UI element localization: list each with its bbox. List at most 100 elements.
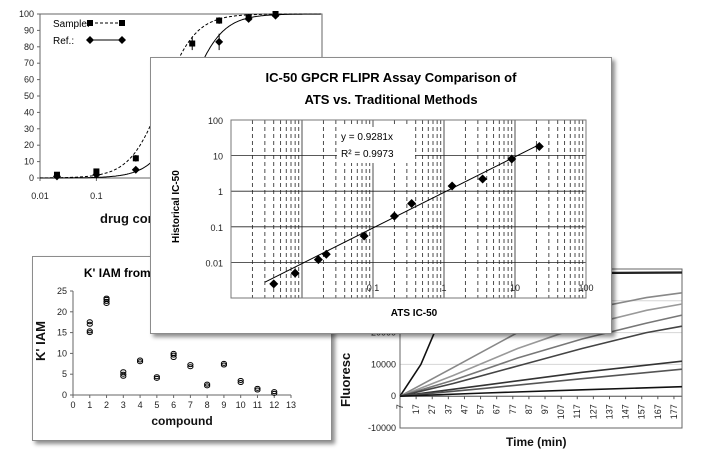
ic50-x-tick-label: 0.1 — [367, 283, 380, 293]
kiam-points — [86, 295, 278, 396]
legend-marker-sample — [119, 20, 125, 26]
ic50-point — [313, 255, 323, 265]
kiam-point — [120, 371, 127, 377]
ic50-title-line-2: ATS vs. Traditional Methods — [304, 92, 477, 107]
fluorescence-x-tick-label: 147 — [621, 404, 631, 419]
legend-label-sample: Sample: — [53, 19, 90, 30]
kiam-point — [271, 390, 278, 396]
kiam-y-tick-label: 25 — [57, 286, 67, 296]
dose-point-ref — [244, 14, 253, 23]
kiam-x-tick-label: 5 — [154, 400, 159, 410]
kiam-point — [103, 295, 110, 301]
kiam-point — [120, 369, 127, 375]
fluorescence-series-6 — [399, 325, 683, 397]
kiam-x-tick-label: 4 — [138, 400, 143, 410]
ic50-y-tick-label: 1 — [218, 187, 223, 197]
fluorescence-x-tick-label: 67 — [492, 404, 502, 414]
fluorescence-x-tick-label: 7 — [395, 404, 405, 409]
fluorescence-x-tick-label: 157 — [637, 404, 647, 419]
kiam-y-ticks: 0 5 10 15 20 25 — [57, 286, 73, 400]
dose-y-tick-label: 60 — [24, 75, 34, 85]
kiam-point — [204, 381, 211, 387]
ic50-gridlines — [231, 120, 586, 298]
fluorescence-y-axis-title: Fluoresc — [338, 353, 353, 407]
ic50-y-tick-label: 10 — [213, 152, 223, 162]
fluorescence-series-4 — [399, 303, 683, 397]
kiam-x-tick-label: 13 — [286, 400, 296, 410]
fluorescence-series-5 — [399, 314, 683, 397]
dose-y-tick-label: 40 — [24, 107, 34, 117]
dose-y-tick-label: 10 — [24, 157, 34, 167]
fluorescence-y-tick-label: 0 — [391, 391, 396, 401]
ic50-plot-frame — [230, 119, 587, 299]
ic50-point — [290, 268, 300, 278]
dose-x-tick-label: 0.1 — [90, 191, 103, 201]
kiam-point — [86, 321, 93, 327]
kiam-x-tick-label: 8 — [205, 400, 210, 410]
kiam-point — [220, 360, 228, 366]
fluorescence-x-tick-label: 57 — [476, 404, 486, 414]
ic50-x-tick-label: 1 — [441, 283, 446, 293]
legend-marker-sample — [87, 20, 93, 26]
ic50-point — [534, 142, 544, 152]
dose-y-tick-label: 80 — [24, 42, 34, 52]
kiam-y-tick-label: 15 — [57, 328, 67, 338]
ic50-x-ticks: 0.1 1 10 100 — [367, 283, 594, 293]
dose-point-ref — [92, 170, 101, 179]
ic50-y-ticks: 0.01 0.1 1 10 100 — [205, 116, 223, 268]
fluorescence-x-tick-label: 47 — [459, 404, 469, 414]
dose-y-tick-label: 50 — [24, 91, 34, 101]
fluorescence-x-tick-label: 77 — [508, 404, 518, 414]
fluorescence-plot: -100000100002000030000 71727374757677787… — [338, 268, 683, 449]
kiam-point — [136, 357, 144, 363]
ic50-y-tick-label: 100 — [208, 116, 223, 126]
kiam-point — [86, 319, 93, 325]
kiam-point — [136, 359, 144, 365]
kiam-x-tick-label: 1 — [87, 400, 92, 410]
ic50-title-line-1: IC-50 GPCR FLIPR Assay Comparison of — [266, 70, 518, 85]
ic50-equation: y = 0.9281x — [341, 132, 393, 143]
kiam-point — [237, 377, 244, 383]
fluorescence-series-7 — [399, 360, 683, 397]
dose-x-tick-label: 0.01 — [31, 191, 49, 201]
kiam-x-tick-label: 10 — [236, 400, 246, 410]
kiam-x-tick-label: 11 — [253, 400, 262, 410]
dose-y-tick-label: 20 — [24, 140, 34, 150]
kiam-x-tick-label: 9 — [221, 400, 226, 410]
fluorescence-x-tick-label: 87 — [524, 404, 534, 414]
kiam-x-tick-label: 3 — [121, 400, 126, 410]
kiam-x-tick-label: 2 — [104, 400, 109, 410]
fluorescence-x-tick-label: 127 — [588, 404, 598, 419]
ic50-point — [321, 249, 331, 259]
ic50-point — [478, 174, 488, 184]
kiam-point — [220, 362, 228, 368]
dose-point-ref — [215, 37, 224, 46]
fluorescence-x-tick-label: 17 — [411, 404, 421, 414]
ic50-trendline — [264, 144, 540, 283]
dose-y-tick-label: 30 — [24, 124, 34, 134]
kiam-y-tick-label: 5 — [62, 369, 67, 379]
ic50-trendline-path — [264, 144, 540, 283]
dose-point-sample — [132, 155, 139, 162]
fluorescence-x-ticks: 7 17 27 37 47 57 67 77 87 97 107 117 127 137 147 157 167… — [395, 396, 679, 419]
dose-x-axis-title: drug conc — [100, 211, 163, 226]
kiam-y-tick-label: 10 — [57, 348, 67, 358]
fluorescence-x-tick-label: 137 — [604, 404, 614, 419]
legend-label-ref: Ref.: — [53, 36, 74, 47]
fluorescence-x-tick-label: 167 — [653, 404, 663, 419]
kiam-y-tick-label: 20 — [57, 307, 67, 317]
ic50-x-axis-title: ATS IC-50 — [391, 308, 438, 319]
ic50-x-tick-label: 10 — [510, 283, 520, 293]
kiam-point — [187, 362, 194, 368]
ic50-y-axis-title: Historical IC-50 — [171, 170, 182, 243]
ic50-r-squared: R² = 0.9973 — [341, 149, 394, 160]
ic50-point — [269, 279, 279, 289]
kiam-x-ticks: 0 1 2 3 4 5 6 7 8 9 10 11 12 13 — [70, 395, 296, 410]
fluorescence-x-tick-label: 107 — [556, 404, 566, 419]
kiam-point — [103, 298, 110, 304]
legend-marker-ref — [86, 36, 94, 44]
fluorescence-y-tick-label: -10000 — [368, 423, 396, 433]
kiam-point — [254, 387, 261, 393]
kiam-point — [170, 352, 177, 358]
ic50-point — [389, 211, 399, 221]
